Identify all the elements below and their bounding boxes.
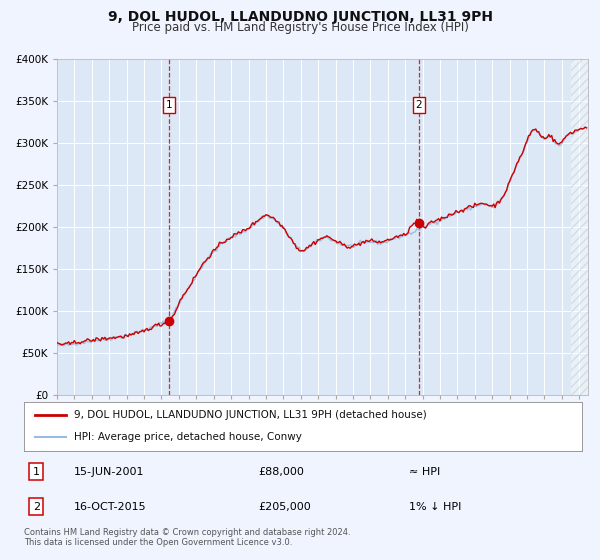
Text: 1: 1 <box>166 100 173 110</box>
Text: HPI: Average price, detached house, Conwy: HPI: Average price, detached house, Conw… <box>74 432 302 442</box>
Text: £88,000: £88,000 <box>259 467 304 477</box>
Text: 16-OCT-2015: 16-OCT-2015 <box>74 502 147 511</box>
Text: 2: 2 <box>416 100 422 110</box>
Text: 9, DOL HUDOL, LLANDUDNO JUNCTION, LL31 9PH: 9, DOL HUDOL, LLANDUDNO JUNCTION, LL31 9… <box>107 10 493 24</box>
Text: ≈ HPI: ≈ HPI <box>409 467 440 477</box>
Text: Price paid vs. HM Land Registry's House Price Index (HPI): Price paid vs. HM Land Registry's House … <box>131 21 469 34</box>
Text: 1: 1 <box>33 467 40 477</box>
Text: 15-JUN-2001: 15-JUN-2001 <box>74 467 145 477</box>
Text: Contains HM Land Registry data © Crown copyright and database right 2024.
This d: Contains HM Land Registry data © Crown c… <box>24 528 350 547</box>
Bar <box>571 59 588 395</box>
Text: 2: 2 <box>33 502 40 511</box>
Text: 9, DOL HUDOL, LLANDUDNO JUNCTION, LL31 9PH (detached house): 9, DOL HUDOL, LLANDUDNO JUNCTION, LL31 9… <box>74 410 427 420</box>
Text: 1% ↓ HPI: 1% ↓ HPI <box>409 502 461 511</box>
Text: £205,000: £205,000 <box>259 502 311 511</box>
